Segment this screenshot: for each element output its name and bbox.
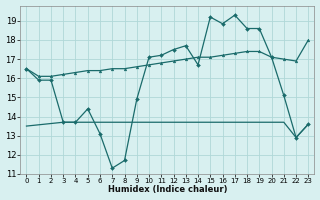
X-axis label: Humidex (Indice chaleur): Humidex (Indice chaleur)	[108, 185, 227, 194]
